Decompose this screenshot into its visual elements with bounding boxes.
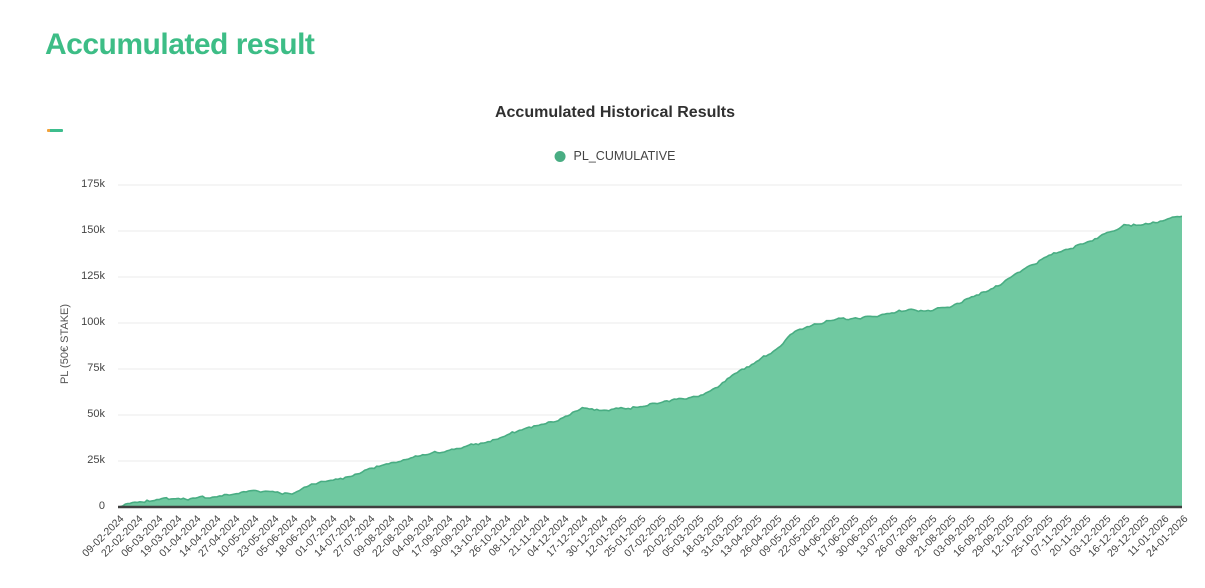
plot-area[interactable]	[118, 178, 1182, 510]
y-tick-label: 100k	[81, 316, 105, 328]
mini-bar-green-segment	[50, 129, 63, 132]
y-tick-label: 0	[98, 500, 105, 512]
chart-legend[interactable]: PL_CUMULATIVE	[554, 149, 676, 163]
mini-bar-orange-segment	[47, 129, 50, 132]
y-tick-label: 175k	[81, 178, 105, 190]
page-title: Accumulated result	[45, 28, 315, 61]
mini-progress-bar	[47, 129, 63, 132]
y-tick-label: 75k	[87, 362, 105, 374]
y-tick-label: 125k	[81, 270, 105, 282]
chart-title: Accumulated Historical Results	[494, 104, 736, 121]
legend-marker-icon	[554, 150, 566, 162]
y-tick-label: 150k	[81, 224, 105, 236]
y-tick-label: 50k	[87, 408, 105, 420]
y-tick-label: 25k	[87, 454, 105, 466]
legend-label: PL_CUMULATIVE	[573, 149, 676, 163]
